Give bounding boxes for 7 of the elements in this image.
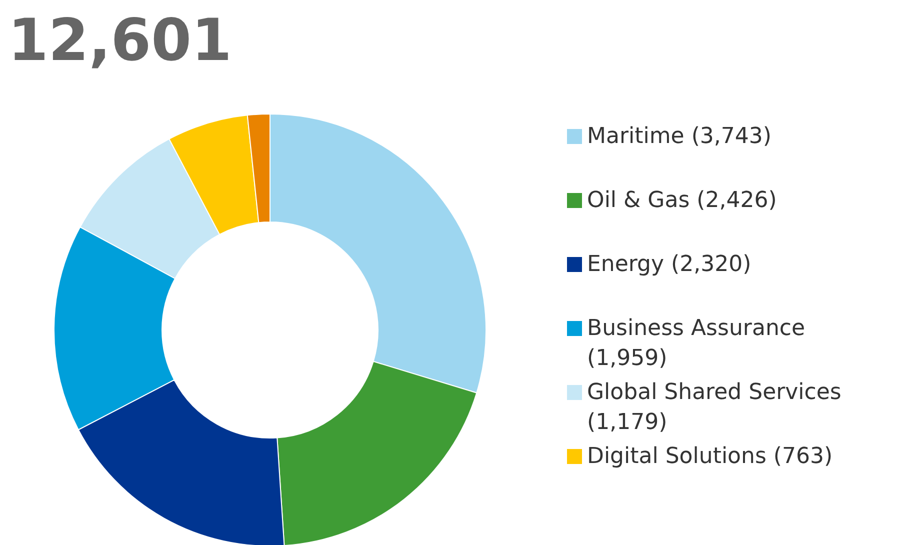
legend-label: Business Assurance (1,959) (587, 316, 806, 372)
legend-label: Energy (2,320) (587, 252, 752, 278)
legend-label: Digital Solutions (763) (587, 444, 833, 470)
legend-label: Global Shared Services (1,179) (587, 380, 842, 436)
chart-title: 12,601 (8, 6, 232, 74)
legend-label: Oil & Gas (2,426) (587, 188, 777, 214)
legend-label: Maritime (3,743) (587, 124, 772, 150)
